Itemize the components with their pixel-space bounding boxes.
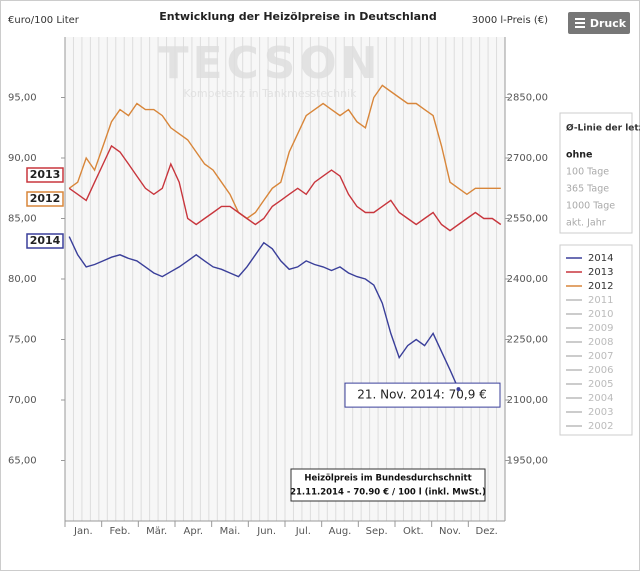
y2-tick-label: 2400,00 xyxy=(507,274,548,285)
annotation-line: Heizölpreis im Bundesdurchschnitt xyxy=(304,474,471,484)
tooltip-point xyxy=(456,387,461,392)
y-tick-label: 80,00 xyxy=(8,274,37,285)
legend-label[interactable]: 2013 xyxy=(588,267,613,278)
icon xyxy=(575,18,585,20)
series-line xyxy=(68,236,460,390)
watermark-sub: Kompetenz in Tankmesstechnik xyxy=(183,87,357,100)
legend xyxy=(559,244,633,436)
x-tick-label: Jun. xyxy=(256,526,276,537)
y-axis-label: €uro/100 Liter xyxy=(8,15,80,26)
panel-option[interactable]: akt. Jahr xyxy=(566,218,606,229)
y2-axis-label: 3000 l-Preis (€) xyxy=(472,15,548,26)
print-button[interactable]: Druck xyxy=(568,12,630,34)
legend-label[interactable]: 2008 xyxy=(588,337,613,348)
tooltip-box xyxy=(344,382,501,408)
legend-label[interactable]: 2003 xyxy=(588,407,613,418)
series-line xyxy=(68,144,502,232)
button-label[interactable]: Druck xyxy=(590,17,627,30)
y-tick-label: 65,00 xyxy=(8,456,37,467)
x-tick-label: Aug. xyxy=(329,526,352,537)
legend-label[interactable]: 2010 xyxy=(588,309,613,320)
x-tick-label: Feb. xyxy=(110,526,131,537)
y2-tick-label: 2250,00 xyxy=(507,335,548,346)
x-tick-label: Okt. xyxy=(403,526,424,537)
series-tag-label: 2012 xyxy=(30,192,61,205)
legend-label[interactable]: 2007 xyxy=(588,351,613,362)
series-tag xyxy=(26,167,64,183)
y-tick-label: 85,00 xyxy=(8,214,37,225)
panel-title: Ø-Linie der letzten xyxy=(566,123,640,134)
x-tick-label: Jan. xyxy=(73,526,93,537)
series-tag xyxy=(26,233,64,249)
legend-label[interactable]: 2011 xyxy=(588,295,613,306)
icon xyxy=(575,26,585,28)
x-tick-label: Nov. xyxy=(439,526,461,537)
x-tick-label: Sep. xyxy=(366,526,388,537)
y2-tick-label: 2100,00 xyxy=(507,395,548,406)
icon xyxy=(575,22,585,24)
panel-option[interactable]: 100 Tage xyxy=(566,167,609,178)
legend-label[interactable]: 2004 xyxy=(588,393,613,404)
x-tick-label: Apr. xyxy=(184,526,204,537)
y-tick-label: 70,00 xyxy=(8,395,37,406)
x-tick-label: Mär. xyxy=(146,526,167,537)
y-tick-label: 75,00 xyxy=(8,335,37,346)
legend-label[interactable]: 2005 xyxy=(588,379,613,390)
legend-label[interactable]: 2006 xyxy=(588,365,613,376)
button-bg[interactable] xyxy=(568,12,630,34)
y2-tick-label: 1950,00 xyxy=(507,456,548,467)
y-tick-label: 95,00 xyxy=(8,93,37,104)
x-tick-label: Mai. xyxy=(220,526,241,537)
x-tick-label: Jul. xyxy=(295,526,311,537)
y2-tick-label: 2850,00 xyxy=(507,93,548,104)
legend-label[interactable]: 2012 xyxy=(588,281,613,292)
y2-tick-label: 2550,00 xyxy=(507,214,548,225)
panel-option[interactable]: 365 Tage xyxy=(566,184,609,195)
series-line xyxy=(68,84,501,220)
x-tick-label: Dez. xyxy=(476,526,498,537)
y2-tick-label: 2700,00 xyxy=(507,153,548,164)
chart-title: Entwicklung der Heizölpreise in Deutschl… xyxy=(159,10,437,23)
series-tag xyxy=(26,191,64,207)
panel-option[interactable]: 1000 Tage xyxy=(566,201,615,212)
y-tick-label: 90,00 xyxy=(8,153,37,164)
panel-option[interactable]: ohne xyxy=(566,150,593,161)
annotation-box xyxy=(290,468,486,502)
series-tag-label: 2013 xyxy=(30,168,61,181)
legend-label[interactable]: 2009 xyxy=(588,323,613,334)
tooltip-label: 21. Nov. 2014: 70,9 € xyxy=(357,388,487,402)
annotation-line: 21.11.2014 - 70.90 € / 100 l (inkl. MwSt… xyxy=(290,488,486,498)
legend-label[interactable]: 2014 xyxy=(588,253,613,264)
series-tag-label: 2014 xyxy=(30,234,61,247)
average-panel xyxy=(559,112,633,234)
legend-label[interactable]: 2002 xyxy=(588,421,613,432)
